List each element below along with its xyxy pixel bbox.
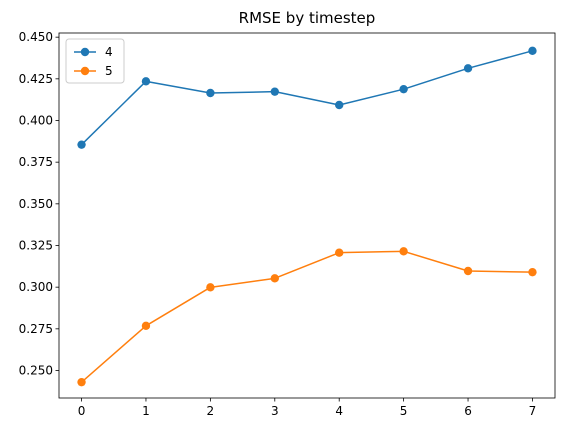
series-5-point-5 [399, 247, 408, 256]
x-tick-label-2: 2 [207, 404, 215, 418]
series-4-point-7 [528, 46, 537, 56]
legend-marker-4 [80, 47, 90, 57]
y-tick-label-8: 0.450 [19, 30, 53, 44]
series-5-point-0 [77, 377, 86, 387]
x-tick-label-5: 5 [400, 404, 408, 418]
x-tick-label-3: 3 [271, 404, 279, 418]
legend [65, 38, 125, 84]
series-4-point-5 [399, 84, 408, 94]
y-tick-label-2: 0.300 [19, 280, 53, 294]
chart-title: RMSE by timestep [239, 9, 376, 27]
series-5-point-4 [335, 248, 344, 257]
series-5-point-6 [463, 266, 473, 276]
y-tick-label-1: 0.275 [19, 322, 53, 336]
y-tick-label-3: 0.325 [19, 239, 53, 253]
y-tick-label-0: 0.250 [19, 364, 53, 378]
series-4-point-6 [463, 64, 473, 73]
legend-label-5: 5 [105, 64, 113, 78]
axes-frame [58, 32, 556, 399]
series-4-point-4 [335, 100, 344, 110]
x-tick-label-6: 6 [464, 404, 472, 418]
x-tick-label-4: 4 [335, 404, 343, 418]
series-5-point-1 [141, 321, 151, 331]
x-tick-label-7: 7 [529, 404, 537, 418]
legend-label-4: 4 [105, 45, 113, 59]
y-tick-label-7: 0.425 [19, 72, 53, 86]
legend-marker-5 [80, 66, 90, 76]
series-5-point-7 [528, 267, 537, 277]
y-tick-label-6: 0.400 [19, 114, 53, 128]
y-tick-label-4: 0.350 [19, 197, 53, 211]
x-tick-label-1: 1 [142, 404, 150, 418]
x-tick-label-0: 0 [78, 404, 86, 418]
series-4-line [81, 50, 533, 146]
plot-area: 0 1 2 3 4 5 6 7 0.250 0.275 0.300 0.325 0.350 0.375 0.… [19, 30, 556, 418]
y-tick-label-5: 0.375 [19, 155, 53, 169]
series-5-point-3 [270, 274, 279, 283]
series-4-point-3 [270, 87, 279, 96]
series-5-point-2 [206, 283, 215, 292]
series-5-line [81, 250, 533, 383]
series-4-point-0 [77, 140, 86, 149]
series-4-point-1 [141, 77, 151, 86]
series-4-point-2 [206, 88, 215, 98]
